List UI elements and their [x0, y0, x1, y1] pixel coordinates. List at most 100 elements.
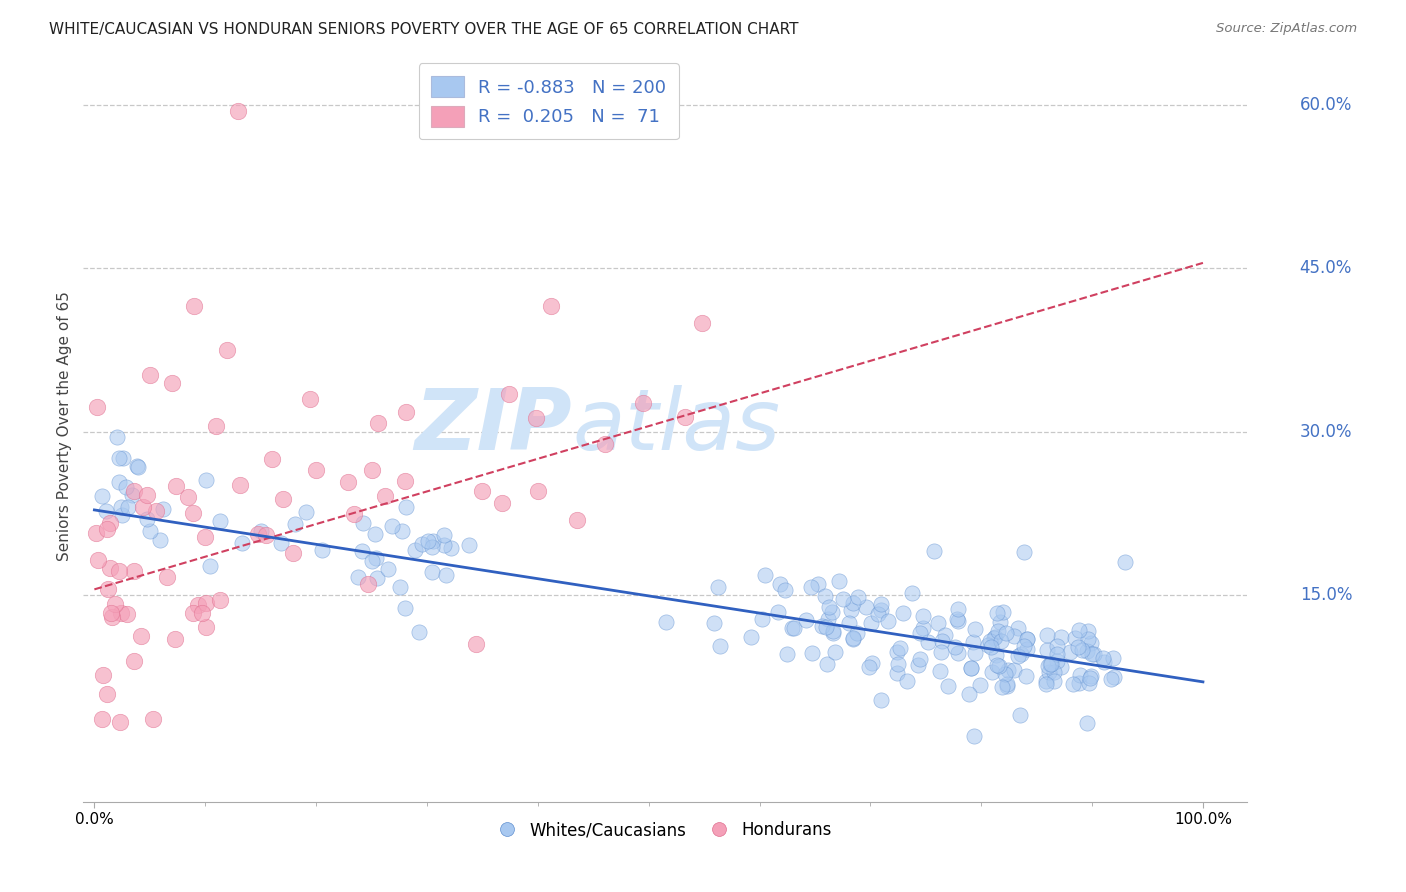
Point — [422, 534, 444, 549]
Point — [1039, 657, 1062, 671]
Point — [1043, 665, 1066, 680]
Point — [823, 626, 845, 640]
Point — [1045, 647, 1067, 661]
Point — [97, 582, 120, 596]
Point — [110, 500, 132, 515]
Point — [231, 536, 253, 550]
Point — [858, 660, 880, 674]
Point — [498, 387, 520, 401]
Point — [1064, 631, 1087, 645]
Point — [434, 568, 457, 582]
Point — [963, 729, 986, 743]
Point — [1077, 632, 1099, 647]
Point — [260, 451, 283, 466]
Point — [228, 103, 250, 118]
Point — [1101, 651, 1123, 665]
Point — [813, 589, 835, 603]
Point — [769, 577, 792, 591]
Point — [124, 564, 146, 578]
Point — [1015, 632, 1038, 646]
Point — [115, 480, 138, 494]
Point — [990, 680, 1012, 694]
Point — [889, 640, 911, 655]
Point — [139, 524, 162, 539]
Point — [127, 459, 149, 474]
Point — [707, 580, 730, 594]
Point — [807, 577, 830, 591]
Point — [1002, 629, 1025, 643]
Point — [917, 635, 939, 649]
Point — [194, 473, 217, 487]
Point — [1091, 651, 1114, 665]
Point — [983, 630, 1005, 644]
Point — [934, 628, 956, 642]
Point — [91, 489, 114, 503]
Point — [195, 596, 218, 610]
Legend: Whites/Caucasians, Hondurans: Whites/Caucasians, Hondurans — [492, 814, 838, 846]
Point — [869, 602, 891, 616]
Point — [129, 629, 152, 643]
Point — [91, 667, 114, 681]
Point — [124, 483, 146, 498]
Point — [1007, 648, 1029, 663]
Point — [422, 565, 444, 579]
Point — [848, 590, 870, 604]
Point — [177, 491, 200, 505]
Point — [1077, 676, 1099, 690]
Point — [908, 652, 931, 666]
Point — [1069, 668, 1091, 682]
Point — [1078, 671, 1101, 685]
Point — [281, 546, 304, 560]
Point — [855, 599, 877, 614]
Point — [208, 593, 231, 607]
Point — [870, 597, 893, 611]
Point — [108, 450, 131, 465]
Point — [963, 622, 986, 636]
Point — [433, 538, 456, 552]
Point — [183, 300, 205, 314]
Point — [1036, 659, 1059, 673]
Point — [931, 633, 953, 648]
Point — [943, 640, 966, 654]
Point — [491, 496, 513, 510]
Point — [1035, 628, 1057, 642]
Point — [927, 615, 949, 630]
Point — [751, 612, 773, 626]
Point — [433, 528, 456, 542]
Point — [357, 577, 380, 591]
Point — [139, 368, 162, 382]
Point — [284, 516, 307, 531]
Point — [86, 400, 108, 414]
Point — [381, 518, 404, 533]
Point — [110, 508, 132, 522]
Point — [311, 543, 333, 558]
Point — [1067, 640, 1090, 655]
Point — [801, 646, 824, 660]
Point — [108, 565, 131, 579]
Point — [860, 656, 883, 670]
Point — [740, 630, 762, 644]
Text: 60.0%: 60.0% — [1299, 96, 1353, 114]
Point — [775, 583, 797, 598]
Point — [524, 410, 547, 425]
Point — [776, 647, 799, 661]
Point — [817, 612, 839, 626]
Point — [565, 513, 588, 527]
Point — [1015, 669, 1038, 683]
Point — [869, 693, 891, 707]
Point — [374, 489, 396, 503]
Point — [1076, 716, 1098, 731]
Y-axis label: Seniors Poverty Over the Age of 65: Seniors Poverty Over the Age of 65 — [58, 291, 72, 561]
Point — [1015, 632, 1038, 646]
Point — [842, 632, 865, 646]
Point — [298, 392, 321, 406]
Point — [228, 477, 250, 491]
Text: WHITE/CAUCASIAN VS HONDURAN SENIORS POVERTY OVER THE AGE OF 65 CORRELATION CHART: WHITE/CAUCASIAN VS HONDURAN SENIORS POVE… — [49, 22, 799, 37]
Point — [783, 621, 806, 635]
Point — [810, 619, 832, 633]
Point — [108, 715, 131, 730]
Point — [1083, 647, 1105, 661]
Point — [94, 504, 117, 518]
Point — [988, 615, 1011, 629]
Point — [104, 597, 127, 611]
